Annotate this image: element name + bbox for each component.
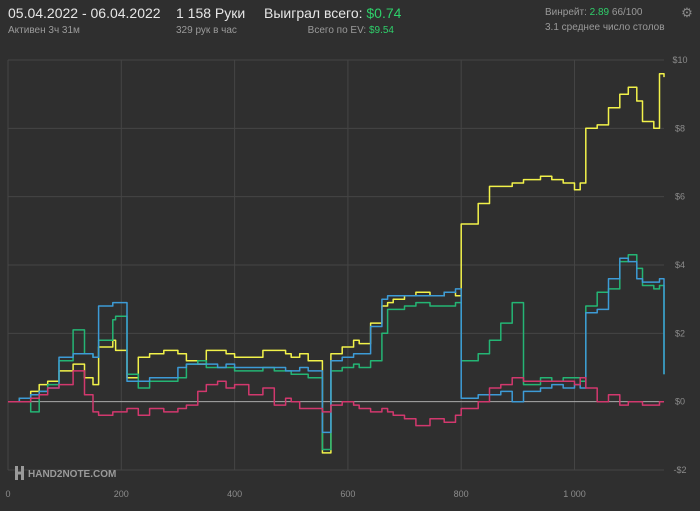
ev-total: Всего по EV: $9.54 bbox=[264, 25, 394, 36]
x-tick-label: 600 bbox=[340, 489, 355, 499]
hands-per-hour: 329 рук в час bbox=[176, 25, 237, 36]
series-layer bbox=[8, 72, 665, 454]
x-tick-label: 0 bbox=[5, 489, 10, 499]
date-range: 05.04.2022 - 06.04.2022 bbox=[8, 5, 161, 21]
hands-count: 1 158 Руки bbox=[176, 5, 246, 21]
active-time: Активен 3ч 31м bbox=[8, 25, 80, 36]
y-tick-label: $6 bbox=[675, 192, 685, 202]
series-line-0 bbox=[8, 72, 665, 454]
ev-label: Всего по EV: bbox=[307, 25, 367, 36]
winrate-label: Винрейт: bbox=[545, 7, 587, 18]
won-value: $0.74 bbox=[366, 5, 402, 21]
y-tick-label: $2 bbox=[675, 328, 685, 338]
y-tick-label: $10 bbox=[672, 55, 687, 65]
summary-header: 05.04.2022 - 06.04.2022 Активен 3ч 31м 1… bbox=[0, 0, 700, 52]
y-tick-label: $0 bbox=[675, 397, 685, 407]
watermark-text: HAND2NOTE.COM bbox=[28, 469, 116, 480]
x-tick-label: 1 000 bbox=[563, 489, 586, 499]
grid bbox=[7, 59, 664, 471]
y-axis-ticks: -$2 $0 $2 $4 $6 $8 $10 bbox=[672, 55, 687, 475]
series-line-3 bbox=[8, 370, 664, 427]
hands-block: 1 158 Руки 329 рук в час bbox=[176, 5, 245, 36]
winrate-sample: 66/100 bbox=[611, 7, 643, 18]
session-block: 05.04.2022 - 06.04.2022 Активен 3ч 31м bbox=[8, 5, 161, 36]
series-line-2 bbox=[8, 257, 665, 434]
winrate-value: 2.89 bbox=[589, 7, 610, 18]
watermark-logo-icon-cross bbox=[15, 471, 24, 475]
avg-tables: 3.1 среднее число столов bbox=[545, 22, 665, 33]
x-axis-ticks: 0 200 400 600 800 1 000 bbox=[5, 489, 585, 499]
winrate: Винрейт: 2.89 66/100 bbox=[545, 7, 665, 18]
winnings-block: Выиграл всего: $0.74 Всего по EV: $9.54 bbox=[264, 5, 401, 36]
won-label: Выиграл всего: bbox=[264, 5, 363, 21]
watermark: HAND2NOTE.COM bbox=[15, 466, 116, 480]
x-tick-label: 400 bbox=[227, 489, 242, 499]
y-tick-label: $8 bbox=[675, 123, 685, 133]
ev-value: $9.54 bbox=[368, 25, 394, 36]
winrate-block: Винрейт: 2.89 66/100 3.1 среднее число с… bbox=[545, 5, 665, 33]
gear-icon[interactable]: ⚙ bbox=[681, 5, 693, 20]
x-tick-label: 800 bbox=[454, 489, 469, 499]
y-tick-label: $4 bbox=[675, 260, 685, 270]
series-line-1 bbox=[8, 254, 665, 451]
won-total: Выиграл всего: $0.74 bbox=[264, 5, 401, 21]
y-tick-label: -$2 bbox=[673, 465, 686, 475]
x-tick-label: 200 bbox=[114, 489, 129, 499]
